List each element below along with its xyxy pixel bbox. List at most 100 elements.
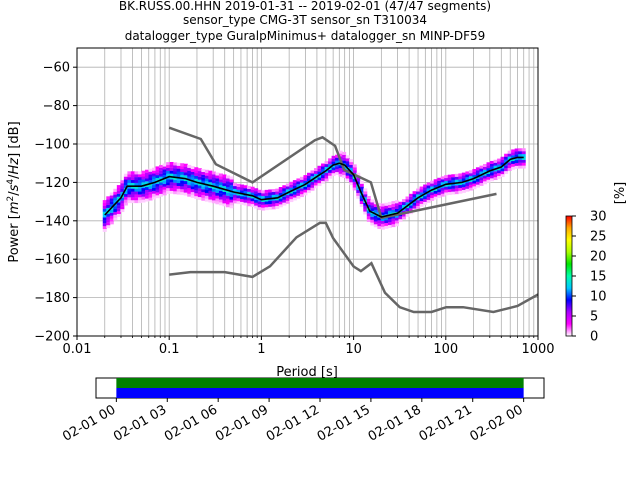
psd-cell xyxy=(236,201,241,205)
psd-cell xyxy=(324,178,329,182)
psd-cell xyxy=(215,189,220,193)
psd-cell xyxy=(134,197,139,201)
psd-cell xyxy=(380,206,385,210)
psd-cell xyxy=(433,179,438,183)
psd-cell xyxy=(468,173,473,177)
psd-cell xyxy=(490,175,495,179)
psd-cell xyxy=(285,186,290,190)
psd-cell xyxy=(387,224,392,228)
psd-cell xyxy=(511,149,516,153)
psd-cell xyxy=(419,198,424,202)
psd-cell xyxy=(444,180,449,184)
psd-cell xyxy=(493,174,498,178)
psd-cell xyxy=(204,184,209,188)
psd-cell xyxy=(148,185,153,189)
psd-cell xyxy=(370,199,375,203)
time-tick-label: 02-01 21 xyxy=(417,402,475,444)
psd-cell xyxy=(451,177,456,181)
psd-cell xyxy=(145,192,150,196)
psd-cell xyxy=(292,191,297,195)
psd-cell xyxy=(497,161,502,165)
psd-cell xyxy=(405,207,410,211)
psd-cell xyxy=(155,177,160,181)
colorbar-tick-label: 15 xyxy=(590,270,607,285)
psd-cell xyxy=(275,203,280,207)
psd-cell xyxy=(176,180,181,184)
psd-plot-area: 0.01 0.1 1 10 100 1000 −200 −180 −160 −140 −120 −1… xyxy=(34,47,555,357)
psd-cell xyxy=(433,187,438,191)
psd-cell xyxy=(486,179,491,183)
psd-cell xyxy=(254,196,259,200)
psd-cell xyxy=(352,178,357,182)
psd-cell xyxy=(387,222,392,226)
psd-cell xyxy=(335,154,340,158)
time-tick-label: 02-01 12 xyxy=(264,402,322,444)
psd-cell xyxy=(278,204,283,208)
psd-cell xyxy=(380,223,385,227)
psd-cell xyxy=(123,202,128,206)
psd-cell xyxy=(109,209,114,213)
psd-cell xyxy=(423,190,428,194)
psd-cell xyxy=(377,220,382,224)
psd-cell xyxy=(282,191,287,195)
psd-cell xyxy=(169,164,174,168)
psd-cell xyxy=(236,186,241,190)
psd-cell xyxy=(134,191,139,195)
psd-cell xyxy=(514,162,519,166)
psd-cell xyxy=(366,210,371,214)
psd-cell xyxy=(507,165,512,169)
psd-cell xyxy=(306,175,311,179)
psd-cell xyxy=(120,209,125,213)
psd-cell xyxy=(197,191,202,195)
psd-cell xyxy=(166,165,171,169)
psd-cell xyxy=(268,203,273,207)
psd-cell xyxy=(335,160,340,164)
psd-cell xyxy=(359,200,364,204)
psd-cell xyxy=(271,191,276,195)
colorbar-tick-label: 25 xyxy=(590,230,607,245)
psd-cell xyxy=(289,199,294,203)
colorbar-tick-label: 5 xyxy=(590,310,598,325)
psd-cell xyxy=(447,183,452,187)
psd-cell xyxy=(345,161,350,165)
psd-cell xyxy=(479,168,484,172)
psd-cell xyxy=(106,216,111,220)
psd-cell xyxy=(352,167,357,171)
psd-cell xyxy=(225,186,230,190)
psd-cell xyxy=(137,197,142,201)
psd-cell xyxy=(437,195,442,199)
psd-cell xyxy=(437,180,442,184)
psd-cell xyxy=(215,172,220,176)
psd-cell xyxy=(303,175,308,179)
psd-cell xyxy=(313,185,318,189)
psd-cell xyxy=(278,195,283,199)
psd-cell xyxy=(465,174,470,178)
psd-cell xyxy=(187,185,192,189)
psd-cell xyxy=(120,206,125,210)
psd-cell xyxy=(458,179,463,183)
psd-cell xyxy=(113,200,118,204)
psd-cell xyxy=(377,217,382,221)
psd-cell xyxy=(416,200,421,204)
psd-cell xyxy=(328,164,333,168)
psd-cell xyxy=(454,185,459,189)
psd-cell xyxy=(447,186,452,190)
psd-cell xyxy=(275,188,280,192)
psd-cell xyxy=(514,154,519,158)
psd-cell xyxy=(236,192,241,196)
psd-cell xyxy=(194,193,199,197)
psd-cell xyxy=(130,177,135,181)
psd-cell xyxy=(197,168,202,172)
psd-cell xyxy=(426,191,431,195)
psd-cell xyxy=(187,190,192,194)
psd-cell xyxy=(391,218,396,222)
psd-cell xyxy=(465,180,470,184)
psd-cell xyxy=(285,195,290,199)
psd-cell xyxy=(306,187,311,191)
psd-cell xyxy=(289,196,294,200)
psd-cell xyxy=(285,183,290,187)
psd-cell xyxy=(317,174,322,178)
psd-cell xyxy=(331,170,336,174)
psd-cell xyxy=(391,203,396,207)
psd-cell xyxy=(475,184,480,188)
